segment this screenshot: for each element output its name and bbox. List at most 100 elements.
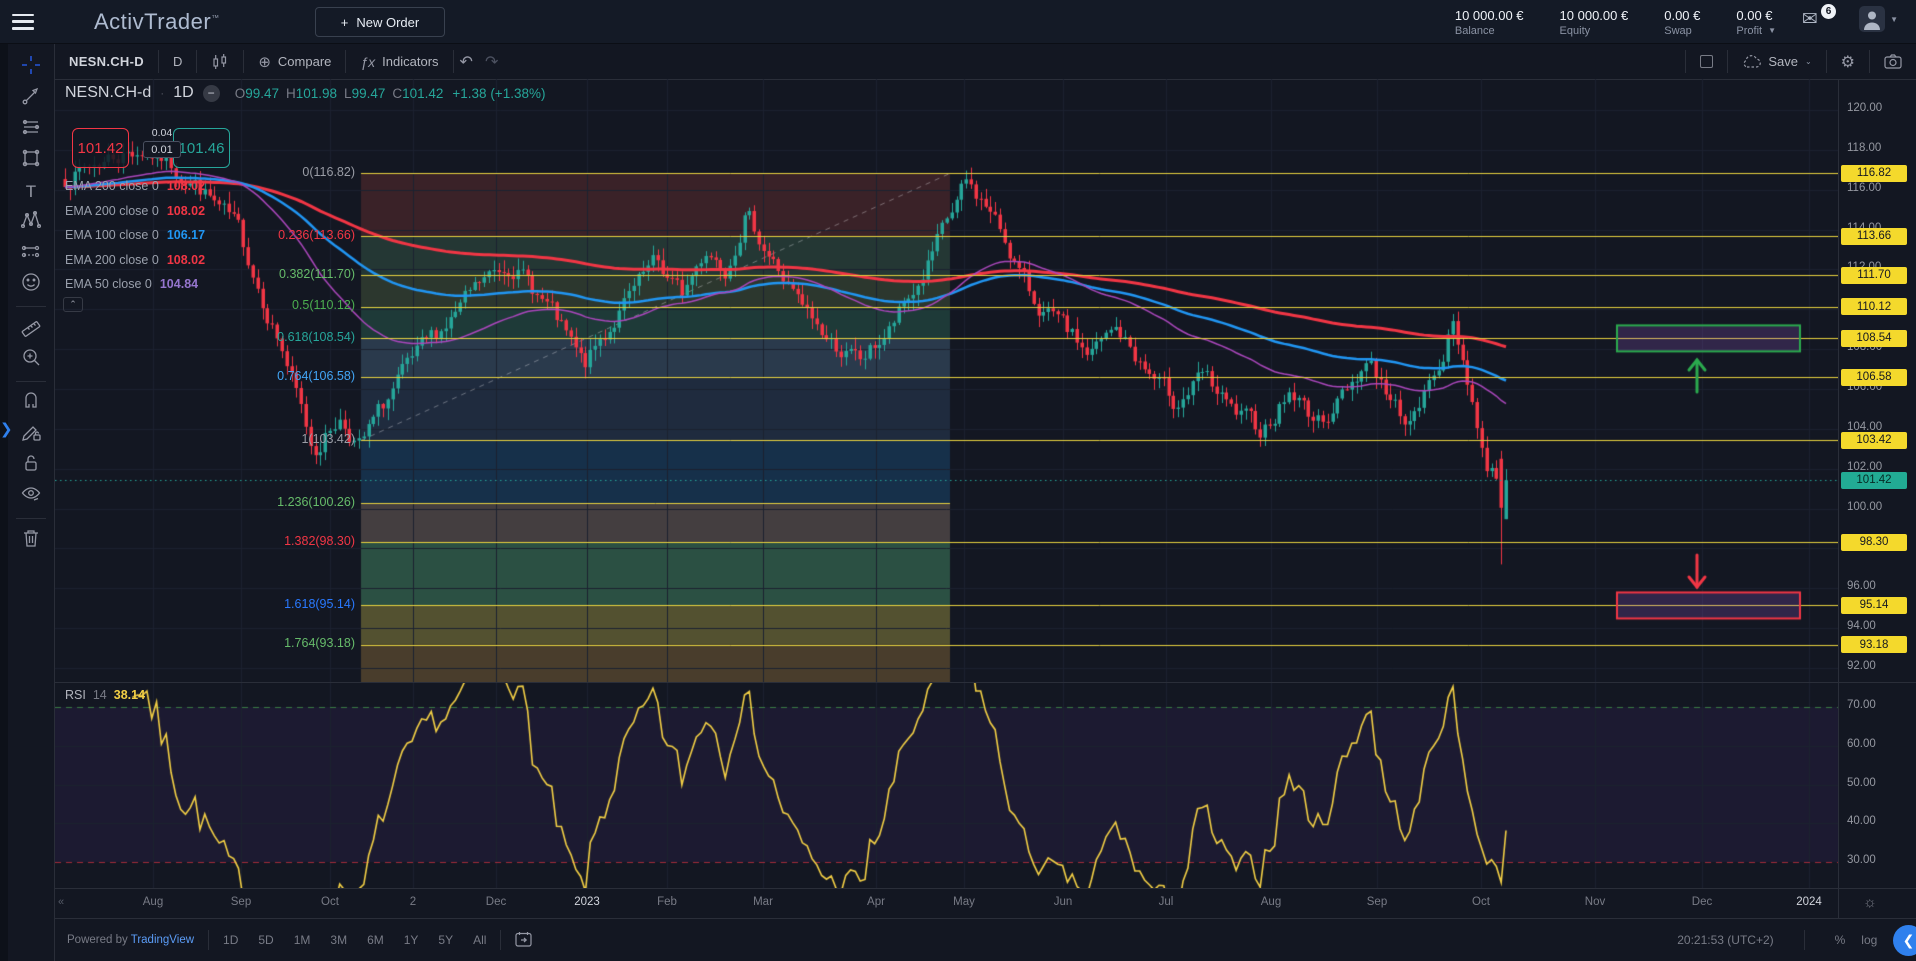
- time-tick: Jun: [1054, 896, 1073, 908]
- rsi-legend: RSI 14 38.14: [65, 688, 145, 702]
- fib-retracement-tool[interactable]: [14, 114, 48, 145]
- rsi-tick: 70.00: [1847, 699, 1876, 711]
- eye-tool[interactable]: [14, 481, 48, 512]
- text-tool[interactable]: T: [14, 176, 48, 207]
- time-tick: Dec: [486, 896, 506, 908]
- indicator-row[interactable]: EMA 200 close 0108.02: [65, 199, 205, 224]
- chevron-down-icon[interactable]: ▼: [1768, 26, 1776, 35]
- brightness-icon[interactable]: ☼: [1863, 894, 1877, 911]
- lock-icon: [20, 452, 42, 479]
- trash-icon: [20, 527, 42, 554]
- xabcd-pattern-tool[interactable]: [14, 207, 48, 238]
- range-5d[interactable]: 5D: [258, 933, 273, 947]
- trash-tool[interactable]: [14, 525, 48, 556]
- forecast-icon: [20, 240, 42, 267]
- stat-balance: 10 000.00 €Balance: [1455, 8, 1524, 37]
- rsi-tick: 30.00: [1847, 854, 1876, 866]
- legend-symbol[interactable]: NESN.CH-d: [65, 84, 151, 102]
- price-tick: 100.00: [1847, 501, 1882, 513]
- indicators-button[interactable]: ƒx Indicators: [346, 44, 452, 79]
- trend-line-tool[interactable]: [14, 83, 48, 114]
- function-icon: ƒx: [360, 54, 375, 70]
- time-tick: 2023: [574, 896, 600, 908]
- fib-retracement-icon: [20, 116, 42, 143]
- powered-by-label: Powered by TradingView: [67, 934, 194, 946]
- last-price-label: 101.42: [1841, 472, 1907, 489]
- range-1m[interactable]: 1M: [294, 933, 311, 947]
- range-3m[interactable]: 3M: [330, 933, 347, 947]
- save-button[interactable]: Save ⌄: [1728, 44, 1825, 79]
- camera-icon: [1884, 54, 1902, 69]
- range-1d[interactable]: 1D: [223, 933, 238, 947]
- chart-toolbar: NESN.CH-D D ⊕ Compare ƒx Indicators ↶: [55, 44, 1916, 79]
- emoji-tool[interactable]: [14, 269, 48, 300]
- time-tick: Sep: [231, 896, 251, 908]
- rsi-chart-canvas[interactable]: [55, 682, 1838, 888]
- price-tick: 120.00: [1847, 102, 1882, 114]
- forecast-tool[interactable]: [14, 238, 48, 269]
- price-axis[interactable]: 120.00118.00116.00114.00112.00110.00108.…: [1839, 79, 1916, 888]
- indicator-legend: EMA 200 close 0108.02EMA 200 close 0108.…: [65, 174, 205, 297]
- legend-minimize-button[interactable]: −: [203, 85, 220, 102]
- indicator-row[interactable]: EMA 50 close 0104.84: [65, 272, 205, 297]
- calendar-icon: [515, 931, 532, 947]
- log-scale-button[interactable]: log: [1861, 933, 1877, 947]
- rsi-tick: 40.00: [1847, 815, 1876, 827]
- redo-button[interactable]: ↷: [479, 44, 504, 79]
- range-6m[interactable]: 6M: [367, 933, 384, 947]
- mail-icon: ✉: [1802, 9, 1818, 30]
- pane-divider[interactable]: [55, 682, 1916, 683]
- drawing-toolbar: ❯ T: [0, 44, 55, 961]
- drawing-lock-icon: [20, 421, 42, 448]
- new-order-button[interactable]: + New Order: [315, 7, 445, 37]
- cloud-icon: [1742, 55, 1761, 68]
- time-tick: Sep: [1367, 896, 1387, 908]
- zoom-in-tool[interactable]: [14, 344, 48, 375]
- time-tick: 2: [410, 896, 416, 908]
- compare-button[interactable]: ⊕ Compare: [244, 44, 345, 79]
- price-tick: 92.00: [1847, 660, 1876, 672]
- lock-tool[interactable]: [14, 450, 48, 481]
- notifications-button[interactable]: ✉ 6: [1802, 8, 1832, 38]
- emoji-icon: [20, 271, 42, 298]
- go-to-date-button[interactable]: [515, 931, 532, 950]
- interval-button[interactable]: D: [159, 44, 196, 79]
- tradingview-link[interactable]: TradingView: [131, 934, 194, 946]
- text-icon: T: [26, 182, 36, 202]
- legend-collapse-button[interactable]: ⌃: [63, 297, 83, 312]
- crosshair-tool[interactable]: [14, 52, 48, 83]
- indicator-row[interactable]: EMA 100 close 0106.17: [65, 223, 205, 248]
- account-menu-button[interactable]: ▼: [1859, 6, 1898, 32]
- pane-collapse-icon[interactable]: «: [58, 896, 64, 908]
- plus-icon: +: [341, 15, 349, 30]
- indicator-row[interactable]: EMA 200 close 0108.02: [65, 174, 205, 199]
- magnet-tool[interactable]: [14, 388, 48, 419]
- layout-button[interactable]: [1686, 44, 1727, 79]
- price-chart-canvas[interactable]: [55, 79, 1838, 682]
- ruler-tool[interactable]: [14, 313, 48, 344]
- shapes-tool[interactable]: [14, 145, 48, 176]
- stat-value: 0.00 €: [1736, 8, 1776, 23]
- chart-type-button[interactable]: [197, 44, 243, 79]
- time-axis[interactable]: « ☼ AugSepOct2Dec2023FebMarAprMayJunJulA…: [55, 888, 1916, 918]
- sell-button[interactable]: 101.42: [72, 128, 129, 168]
- range-5y[interactable]: 5Y: [438, 933, 453, 947]
- indicator-row[interactable]: EMA 200 close 0108.02: [65, 248, 205, 273]
- save-caret-icon: ⌄: [1805, 57, 1812, 66]
- notification-badge: 6: [1821, 4, 1836, 19]
- side-panel-strip: [0, 44, 8, 961]
- collapse-panel-button[interactable]: ❮: [1893, 925, 1916, 956]
- percent-scale-button[interactable]: %: [1835, 933, 1846, 947]
- menu-icon[interactable]: [12, 14, 34, 30]
- drawing-lock-tool[interactable]: [14, 419, 48, 450]
- screenshot-button[interactable]: [1870, 44, 1916, 79]
- eye-icon: [20, 483, 42, 510]
- symbol-button[interactable]: NESN.CH-D: [55, 44, 158, 79]
- undo-button[interactable]: ↶: [454, 44, 479, 79]
- time-tick: Aug: [143, 896, 163, 908]
- spread-high: 0.04: [132, 127, 192, 139]
- chart-settings-button[interactable]: ⚙: [1827, 44, 1869, 79]
- range-all[interactable]: All: [473, 933, 486, 947]
- layout-icon: [1700, 55, 1713, 68]
- range-1y[interactable]: 1Y: [404, 933, 419, 947]
